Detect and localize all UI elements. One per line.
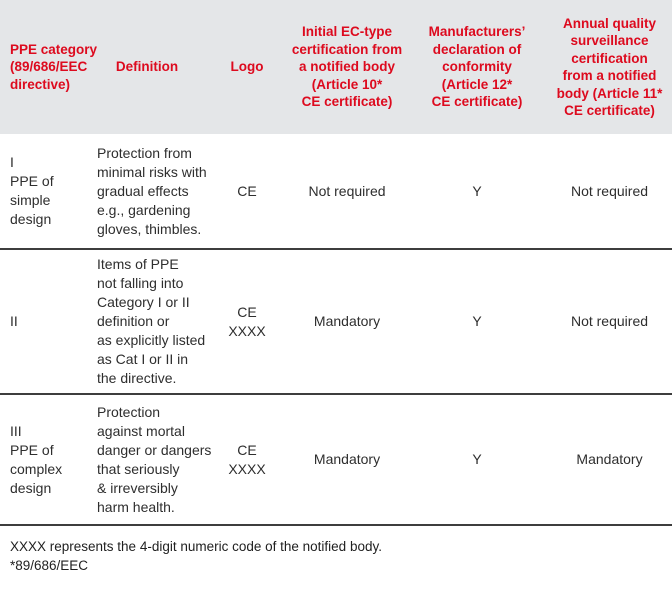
cell-logo: CE XXXX [228, 303, 266, 339]
column-header-logo: Logo [230, 59, 264, 75]
cell-initial-certification: Mandatory [313, 313, 381, 329]
column-header-initial-certification: Initial EC-type certification from a not… [291, 24, 403, 110]
cell-definition: Protection against mortal danger or dang… [97, 403, 212, 515]
table-header-row: PPE category (89/686/EEC directive) Defi… [0, 0, 672, 134]
cell-manufacturers-declaration: Y [472, 182, 482, 199]
cell-annual-surveillance: Mandatory [576, 451, 643, 467]
column-header-manufacturers-declaration: Manufacturers’ declaration of conformity… [428, 24, 526, 110]
cell-category: I PPE of simple design [10, 154, 54, 227]
table-row-category-2: II Items of PPE not falling into Categor… [0, 250, 672, 395]
cell-definition: Items of PPE not falling into Category I… [97, 256, 206, 386]
table-row-category-3: III PPE of complex design Protection aga… [0, 395, 672, 526]
footnote-xxxx: XXXX represents the 4-digit numeric code… [10, 539, 382, 554]
cell-logo: CE XXXX [228, 441, 266, 477]
column-header-definition: Definition [115, 59, 179, 75]
footnotes: XXXX represents the 4-digit numeric code… [0, 526, 672, 575]
cell-category: II [10, 313, 18, 329]
cell-manufacturers-declaration: Y [472, 313, 482, 329]
column-header-annual-surveillance: Annual quality surveillance certificatio… [556, 15, 663, 119]
table-row-category-1: I PPE of simple design Protection from m… [0, 134, 672, 250]
cell-logo: CE [237, 182, 257, 199]
cell-initial-certification: Mandatory [313, 451, 381, 467]
column-header-ppe-category: PPE category (89/686/EEC directive) [10, 41, 98, 92]
cell-initial-certification: Not required [308, 182, 386, 199]
ppe-category-table: PPE category (89/686/EEC directive) Defi… [0, 0, 672, 575]
cell-manufacturers-declaration: Y [472, 451, 482, 467]
cell-annual-surveillance: Not required [570, 313, 649, 329]
footnote-directive: *89/686/EEC [10, 558, 89, 573]
cell-definition: Protection from minimal risks with gradu… [97, 144, 207, 237]
cell-category: III PPE of complex design [10, 422, 63, 496]
cell-annual-surveillance: Not required [570, 182, 649, 199]
